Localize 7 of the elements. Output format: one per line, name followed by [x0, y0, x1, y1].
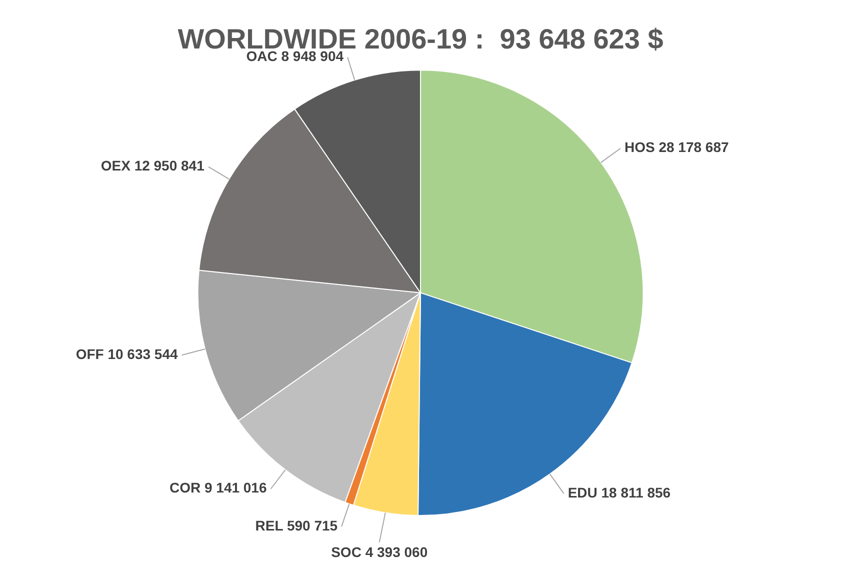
slice-label: OEX 12 950 841 [100, 158, 205, 174]
slice-label: HOS 28 178 687 [624, 139, 730, 156]
slice-label: REL 590 715 [255, 517, 338, 534]
slice-label: OFF 10 633 544 [76, 346, 178, 362]
slice-label: EDU 18 811 856 [568, 484, 671, 500]
slice-label: SOC 4 393 060 [331, 544, 428, 560]
slice-label: COR 9 141 016 [169, 480, 267, 496]
